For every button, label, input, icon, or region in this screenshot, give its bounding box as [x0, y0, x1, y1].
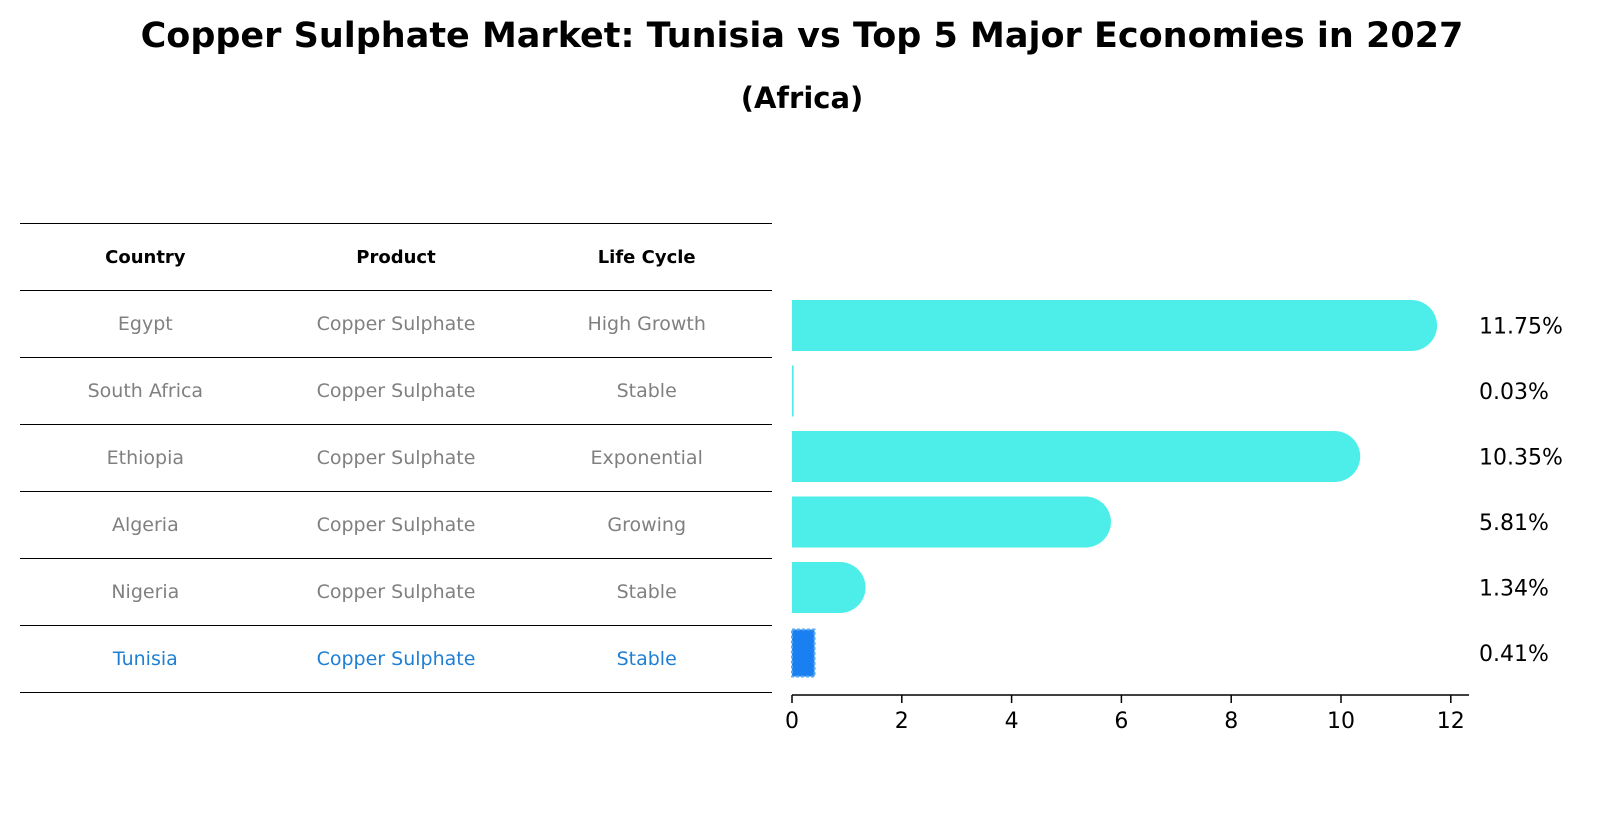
country-cell: Tunisia [112, 648, 178, 670]
country-cell: Algeria [111, 514, 179, 536]
table-row: South Africa Copper Sulphate Stable [20, 358, 772, 425]
product-cell: Copper Sulphate [316, 514, 476, 536]
life-cycle-cell: Growing [607, 514, 687, 536]
table-row: Nigeria Copper Sulphate Stable [20, 559, 772, 626]
life-cycle-cell: Stable [616, 648, 677, 670]
x-tick-label: 8 [1224, 709, 1238, 734]
header-product: Product [356, 246, 436, 268]
x-tick-label: 12 [1437, 709, 1465, 734]
life-cycle-cell: Stable [616, 380, 677, 402]
header-life-cycle: Life Cycle [597, 246, 696, 268]
country-cell: Nigeria [111, 581, 180, 603]
value-label: 1.34% [1479, 577, 1549, 602]
table-row: Egypt Copper Sulphate High Growth [20, 291, 772, 358]
product-cell: Copper Sulphate [316, 648, 476, 670]
table-row: Ethiopia Copper Sulphate Exponential [20, 425, 772, 492]
bar [792, 365, 794, 417]
life-cycle-cell: Stable [616, 581, 677, 603]
bar [792, 562, 866, 613]
x-tick-label: 2 [895, 709, 909, 734]
table-row-highlighted: Tunisia Copper Sulphate Stable [20, 626, 772, 693]
product-cell: Copper Sulphate [316, 380, 476, 402]
chart-title: Copper Sulphate Market: Tunisia vs Top 5… [140, 16, 1464, 56]
product-cell: Copper Sulphate [316, 581, 476, 603]
table-header-row: Country Product Life Cycle [20, 224, 772, 291]
chart-subtitle: (Africa) [740, 81, 864, 115]
header-country: Country [105, 246, 186, 268]
x-tick-label: 0 [785, 709, 799, 734]
product-cell: Copper Sulphate [316, 313, 476, 335]
country-cell: Ethiopia [106, 447, 185, 469]
country-table: Country Product Life Cycle Egypt Copper … [20, 223, 772, 693]
x-tick-label: 4 [1005, 709, 1019, 734]
country-cell: South Africa [87, 380, 204, 402]
value-label: 5.81% [1479, 511, 1549, 536]
bar [792, 300, 1438, 351]
value-label: 0.41% [1479, 642, 1549, 667]
value-label: 11.75% [1479, 315, 1563, 340]
x-tick-label: 6 [1114, 709, 1128, 734]
value-label: 0.03% [1479, 380, 1549, 405]
bar-highlighted [791, 628, 816, 678]
country-cell: Egypt [117, 313, 173, 335]
x-tick-label: 10 [1327, 709, 1355, 734]
life-cycle-cell: Exponential [590, 447, 703, 469]
value-label: 10.35% [1479, 446, 1563, 471]
product-cell: Copper Sulphate [316, 447, 476, 469]
bar [792, 431, 1361, 482]
bar [792, 496, 1111, 548]
table-row: Algeria Copper Sulphate Growing [20, 492, 772, 559]
life-cycle-cell: High Growth [587, 313, 706, 335]
